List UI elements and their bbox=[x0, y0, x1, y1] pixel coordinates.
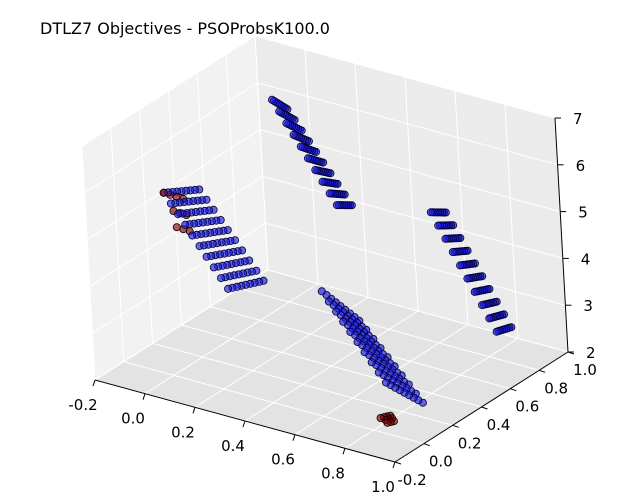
z-grid-line bbox=[84, 82, 558, 194]
population-point bbox=[381, 378, 390, 387]
z-axis-line bbox=[554, 117, 569, 353]
x-tick bbox=[142, 393, 146, 400]
x-tick-label: 0.8 bbox=[321, 464, 345, 482]
population-point bbox=[181, 220, 190, 229]
selected-point bbox=[172, 223, 181, 232]
population-point bbox=[195, 242, 204, 251]
axes bbox=[92, 117, 575, 469]
population-point bbox=[325, 189, 334, 198]
population-point bbox=[441, 234, 450, 243]
y-tick bbox=[394, 461, 402, 465]
x-tick bbox=[342, 448, 346, 455]
z-grid-line bbox=[89, 175, 563, 287]
population-point bbox=[485, 314, 494, 323]
z-tick-label: 7 bbox=[573, 110, 583, 128]
z-tick-label: 2 bbox=[586, 344, 596, 362]
population-point bbox=[216, 274, 225, 283]
population-point bbox=[448, 248, 457, 257]
y-tick bbox=[481, 406, 488, 410]
selected-point bbox=[159, 188, 168, 197]
y-tick-label: 0.0 bbox=[429, 453, 453, 471]
y-tick bbox=[510, 388, 517, 392]
population-point bbox=[289, 130, 298, 139]
population-point bbox=[477, 301, 486, 310]
population-point bbox=[346, 327, 355, 336]
tick-labels: -0.20.00.20.40.60.81.0 -0.20.00.20.40.60.… bbox=[68, 110, 597, 496]
z-tick-label: 6 bbox=[576, 157, 586, 175]
x-tick bbox=[292, 434, 296, 441]
x-tick bbox=[392, 461, 396, 469]
x-tick bbox=[192, 407, 196, 414]
selected-point bbox=[376, 413, 385, 422]
chart-title: DTLZ7 Objectives - PSOProbsK100.0 bbox=[40, 19, 330, 38]
x-tick bbox=[242, 420, 246, 428]
population-point bbox=[224, 284, 233, 293]
z-grid-line bbox=[86, 129, 561, 241]
population-point bbox=[463, 274, 472, 283]
y-tick-label: -0.2 bbox=[397, 471, 426, 489]
x-tick-label: 0.6 bbox=[271, 451, 295, 469]
data-points bbox=[159, 95, 516, 427]
population-point bbox=[339, 317, 348, 326]
population-point bbox=[324, 297, 333, 306]
population-point bbox=[202, 252, 211, 261]
selected-point bbox=[383, 418, 392, 427]
population-point bbox=[426, 208, 435, 217]
population-point bbox=[275, 107, 284, 116]
population-point bbox=[311, 165, 320, 174]
z-tick-label: 4 bbox=[581, 250, 591, 268]
population-point bbox=[360, 348, 369, 357]
population-point bbox=[267, 95, 276, 104]
population-point bbox=[166, 199, 175, 208]
z-grid-line bbox=[81, 35, 556, 147]
population-point bbox=[282, 119, 291, 128]
population-point bbox=[434, 221, 443, 230]
population-point bbox=[470, 287, 479, 296]
population-point bbox=[173, 210, 182, 219]
z-tick-label: 3 bbox=[583, 297, 593, 315]
population-point bbox=[456, 261, 465, 270]
population-point bbox=[209, 263, 218, 272]
population-point bbox=[353, 338, 362, 347]
y-tick bbox=[539, 369, 546, 373]
x-tick bbox=[92, 379, 96, 387]
population-point bbox=[332, 201, 341, 210]
y-tick-label: 0.8 bbox=[544, 379, 568, 397]
y-tick-label: 0.6 bbox=[515, 398, 539, 416]
population-point bbox=[374, 368, 383, 377]
population-point bbox=[332, 307, 341, 316]
population-point bbox=[303, 154, 312, 163]
population-point bbox=[296, 142, 305, 151]
population-point bbox=[188, 231, 197, 240]
population-point bbox=[492, 327, 501, 336]
y-tick-label: 0.4 bbox=[487, 416, 511, 434]
y-tick bbox=[423, 443, 430, 447]
z-grid-line bbox=[94, 269, 569, 381]
population-point bbox=[318, 177, 327, 186]
y-tick bbox=[452, 424, 459, 428]
x-tick-label: 0.4 bbox=[221, 437, 245, 455]
y-tick-label: 1.0 bbox=[573, 361, 597, 379]
population-point bbox=[367, 358, 376, 367]
x-tick-label: 0.0 bbox=[121, 410, 145, 428]
y-tick-label: 0.2 bbox=[458, 434, 482, 452]
x-tick-label: -0.2 bbox=[68, 396, 97, 414]
x-tick-label: 1.0 bbox=[371, 478, 395, 496]
population-point bbox=[317, 287, 326, 296]
z-tick-label: 5 bbox=[578, 204, 588, 222]
x-tick-label: 0.2 bbox=[171, 423, 195, 441]
